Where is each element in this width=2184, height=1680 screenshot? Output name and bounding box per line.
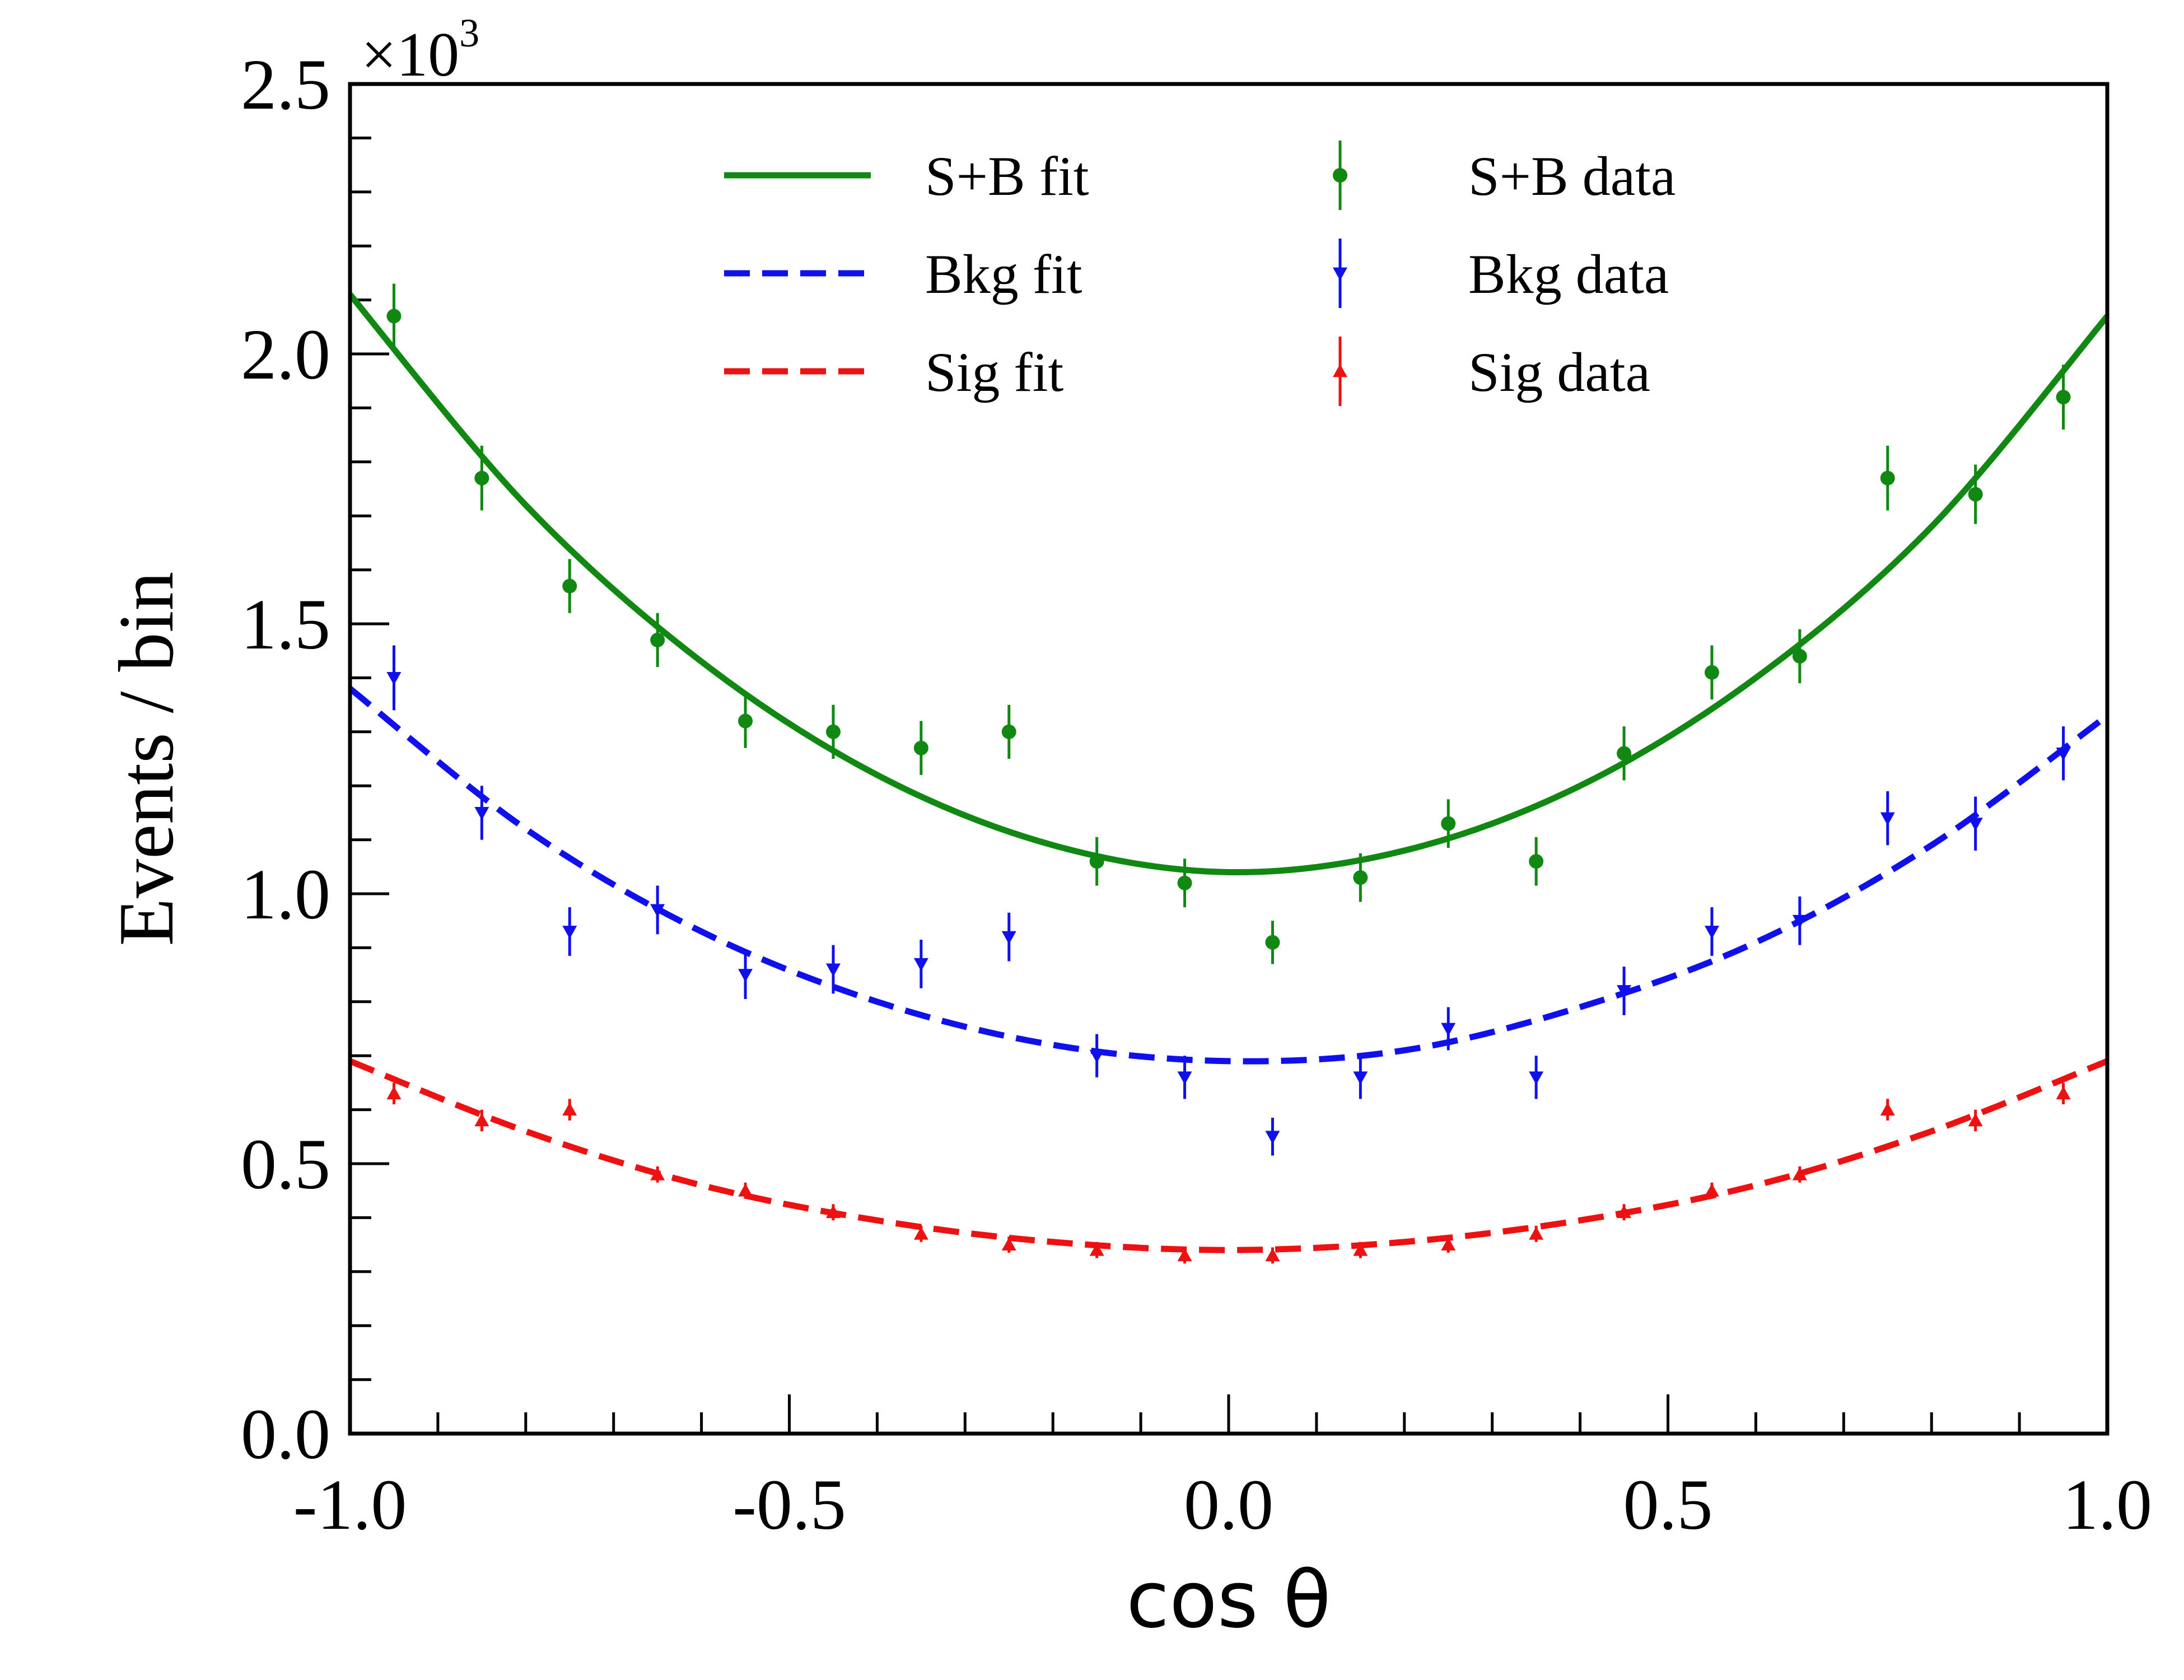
bkg-data-point	[738, 969, 753, 982]
y-axis-multiplier: ×103	[361, 11, 479, 90]
s-b-data-point	[1704, 665, 1719, 680]
bkg-data-point	[913, 958, 928, 972]
sig-data-point	[650, 1167, 665, 1180]
x-tick-label: 1.0	[2062, 1465, 2152, 1544]
sig-data-point	[1529, 1226, 1544, 1240]
fit-curves	[352, 292, 2106, 1253]
bkg-data-point	[386, 672, 402, 685]
s-b-data-point	[913, 740, 928, 755]
bkg-data-point	[1265, 1131, 1280, 1144]
sig-data-point	[474, 1113, 489, 1127]
s-b-data-point	[1880, 470, 1895, 486]
x-tick-label: -0.5	[732, 1465, 846, 1544]
s-b-data-point	[825, 724, 841, 739]
s-b-data-point	[1529, 854, 1544, 869]
s-b-data-point	[386, 309, 402, 324]
bkg-data-point	[1001, 931, 1016, 945]
legend-label: S+B fit	[925, 145, 1089, 207]
bkg-data-point	[1177, 1071, 1192, 1085]
x-axis-title: cos θ	[1126, 1555, 1331, 1646]
y-tick-label: 2.0	[241, 315, 330, 394]
y-tick-label: 0.0	[241, 1394, 330, 1474]
s-b-fitcurve	[352, 292, 2106, 876]
legend-label: Sig data	[1468, 341, 1650, 403]
data-points	[386, 283, 2071, 1264]
s-b-data-point	[562, 578, 577, 594]
s-b-data-point	[650, 632, 665, 647]
legend-swatch-bkg-data	[1333, 267, 1347, 281]
bkg-fitcurve	[352, 686, 2106, 1065]
s-b-data-point	[1001, 724, 1016, 739]
y-tick-label: 2.5	[241, 45, 330, 124]
tick-labels: -1.0 -0.5 0.0 0.5 1.0 0.0 0.5 1.0 1.5 2.0 2.5	[241, 45, 2152, 1544]
bkg-data-point	[474, 807, 489, 820]
sig-data-point	[1177, 1248, 1192, 1262]
y-tick-label: 0.5	[241, 1124, 330, 1204]
y-tick-label: 1.0	[241, 855, 330, 934]
sig-data-point	[1089, 1243, 1104, 1256]
sig-data-point	[1441, 1237, 1456, 1250]
s-b-data-point	[1968, 487, 1983, 502]
bkg-data-point	[1529, 1071, 1544, 1085]
s-b-data-point	[1617, 746, 1632, 761]
x-tick-label: 0.5	[1623, 1465, 1713, 1544]
bkg-data-point	[2056, 747, 2071, 761]
legend-label: Bkg data	[1468, 243, 1669, 305]
bkg-data-point	[650, 904, 665, 917]
bkg-data-point	[1704, 926, 1719, 939]
legend: S+B fit Bkg fit Sig fit S+B data Bkg data Sig…	[724, 141, 1676, 406]
legend-label: Bkg fit	[925, 243, 1082, 305]
legend-swatch-sig-data	[1333, 364, 1347, 377]
s-b-data-point	[1441, 816, 1456, 831]
sig-fitcurve	[352, 1058, 2106, 1253]
sig-data-point	[1704, 1183, 1719, 1197]
legend-swatch-s-b-data	[1333, 168, 1347, 183]
s-b-data-point	[1177, 875, 1192, 890]
s-b-data-point	[1089, 854, 1104, 869]
bkg-data-point	[1968, 818, 1983, 831]
bkg-data-point	[1792, 914, 1807, 928]
sig-data-point	[386, 1086, 402, 1100]
bkg-data-point	[1441, 1023, 1456, 1036]
y-axis-title: Events / bin	[103, 572, 190, 946]
s-b-data-point	[2056, 390, 2071, 405]
sig-data-point	[913, 1226, 928, 1240]
s-b-data-point	[474, 470, 489, 486]
sig-data-point	[2056, 1086, 2071, 1100]
sig-data-point	[1353, 1243, 1368, 1256]
x-tick-label: -1.0	[293, 1465, 407, 1544]
bkg-data-point	[562, 926, 577, 939]
plot-frame	[348, 82, 2110, 1436]
bkg-data-point	[1089, 1049, 1104, 1063]
y-tick-label: 1.5	[241, 585, 330, 664]
sig-data-point	[738, 1183, 753, 1197]
sig-data-point	[1617, 1205, 1632, 1219]
legend-label: S+B data	[1468, 145, 1676, 207]
s-b-data-point	[1353, 870, 1368, 885]
sig-data-point	[562, 1102, 577, 1116]
bkg-data-point	[1617, 985, 1632, 998]
bkg-data-point	[1880, 812, 1895, 826]
sig-data-point	[1001, 1237, 1016, 1250]
s-b-data-point	[1265, 935, 1280, 950]
sig-data-point	[1880, 1102, 1895, 1116]
x-tick-label: 0.0	[1184, 1465, 1273, 1544]
sig-data-point	[1792, 1167, 1807, 1180]
sig-data-point	[825, 1205, 841, 1219]
bkg-data-point	[825, 963, 841, 977]
legend-label: Sig fit	[925, 341, 1063, 403]
bkg-data-point	[1353, 1071, 1368, 1085]
s-b-data-point	[738, 713, 753, 729]
sig-data-point	[1968, 1113, 1983, 1127]
sig-data-point	[1265, 1248, 1280, 1262]
s-b-data-point	[1792, 648, 1807, 664]
